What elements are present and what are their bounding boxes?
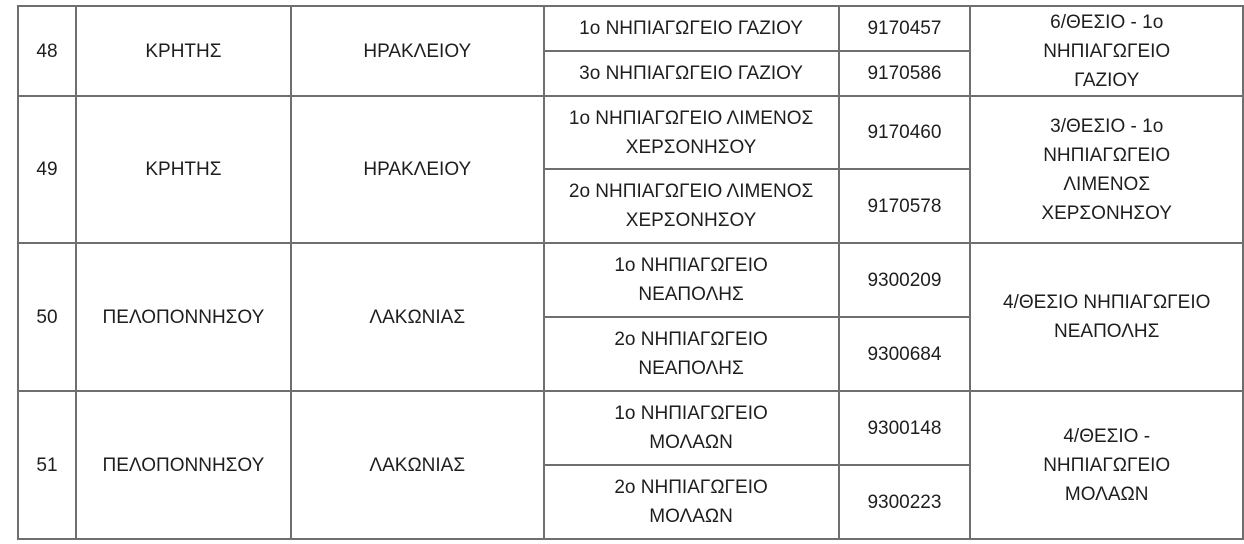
result-cell: 4/ΘΕΣΙΟ ΝΗΠΙΑΓΩΓΕΙΟ ΝΕΑΠΟΛΗΣ bbox=[969, 242, 1244, 392]
school-code-cell: 9300148 bbox=[837, 390, 972, 466]
region-cell: ΚΡΗΤΗΣ bbox=[74, 95, 292, 244]
prefecture-cell: ΛΑΚΩΝΙΑΣ bbox=[289, 242, 545, 392]
table-row: 48 ΚΡΗΤΗΣ ΗΡΑΚΛΕΙΟΥ 1ο ΝΗΠΙΑΓΩΓΕΙΟ ΓΑΖΙΟ… bbox=[17, 5, 1244, 97]
row-number: 48 bbox=[17, 5, 77, 97]
region-cell: ΠΕΛΟΠΟΝΝΗΣΟΥ bbox=[74, 242, 292, 392]
prefecture-cell: ΛΑΚΩΝΙΑΣ bbox=[289, 390, 545, 540]
school-name-cell: 2ο ΝΗΠΙΑΓΩΓΕΙΟ ΝΕΑΠΟΛΗΣ bbox=[542, 316, 840, 392]
prefecture-cell: ΗΡΑΚΛΕΙΟΥ bbox=[289, 95, 545, 244]
school-name-cell: 1ο ΝΗΠΙΑΓΩΓΕΙΟ ΜΟΛΑΩΝ bbox=[542, 390, 840, 466]
schools-merger-table: 48 ΚΡΗΤΗΣ ΗΡΑΚΛΕΙΟΥ 1ο ΝΗΠΙΑΓΩΓΕΙΟ ΓΑΖΙΟ… bbox=[17, 5, 1244, 540]
prefecture-cell: ΗΡΑΚΛΕΙΟΥ bbox=[289, 5, 545, 97]
result-cell: 4/ΘΕΣΙΟ - ΝΗΠΙΑΓΩΓΕΙΟ ΜΟΛΑΩΝ bbox=[969, 390, 1244, 540]
result-cell: 6/ΘΕΣΙΟ - 1ο ΝΗΠΙΑΓΩΓΕΙΟ ΓΑΖΙΟΥ bbox=[969, 5, 1244, 97]
school-name-cell: 2ο ΝΗΠΙΑΓΩΓΕΙΟ ΜΟΛΑΩΝ bbox=[542, 464, 840, 540]
school-name-cell: 2ο ΝΗΠΙΑΓΩΓΕΙΟ ΛΙΜΕΝΟΣ ΧΕΡΣΟΝΗΣΟΥ bbox=[542, 168, 840, 244]
school-code-cell: 9170460 bbox=[837, 95, 972, 170]
school-name-cell: 1ο ΝΗΠΙΑΓΩΓΕΙΟ ΓΑΖΙΟΥ bbox=[542, 5, 840, 52]
region-cell: ΠΕΛΟΠΟΝΝΗΣΟΥ bbox=[74, 390, 292, 540]
school-code-cell: 9300209 bbox=[837, 242, 972, 318]
row-number: 50 bbox=[17, 242, 77, 392]
school-code-cell: 9170586 bbox=[837, 50, 972, 97]
table-row: 2ο ΝΗΠΙΑΓΩΓΕΙΟ ΜΟΛΑΩΝ 9300223 bbox=[18, 464, 1243, 540]
table-row: 2ο ΝΗΠΙΑΓΩΓΕΙΟ ΝΕΑΠΟΛΗΣ 9300684 bbox=[18, 316, 1243, 392]
school-code-cell: 9300684 bbox=[837, 316, 972, 392]
table-row: 2ο ΝΗΠΙΑΓΩΓΕΙΟ ΛΙΜΕΝΟΣ ΧΕΡΣΟΝΗΣΟΥ 917057… bbox=[18, 168, 1243, 244]
table-row: 50 ΠΕΛΟΠΟΝΝΗΣΟΥ ΛΑΚΩΝΙΑΣ 1ο ΝΗΠΙΑΓΩΓΕΙΟ … bbox=[17, 242, 1244, 392]
row-number: 51 bbox=[17, 390, 77, 540]
table-row: 3ο ΝΗΠΙΑΓΩΓΕΙΟ ΓΑΖΙΟΥ 9170586 bbox=[18, 50, 1243, 97]
school-code-cell: 9300223 bbox=[837, 464, 972, 540]
school-code-cell: 9170578 bbox=[837, 168, 972, 244]
table-row: 51 ΠΕΛΟΠΟΝΝΗΣΟΥ ΛΑΚΩΝΙΑΣ 1ο ΝΗΠΙΑΓΩΓΕΙΟ … bbox=[17, 390, 1244, 540]
result-cell: 3/ΘΕΣΙΟ - 1ο ΝΗΠΙΑΓΩΓΕΙΟ ΛΙΜΕΝΟΣ ΧΕΡΣΟΝΗ… bbox=[969, 95, 1244, 244]
table-row: 49 ΚΡΗΤΗΣ ΗΡΑΚΛΕΙΟΥ 1ο ΝΗΠΙΑΓΩΓΕΙΟ ΛΙΜΕΝ… bbox=[17, 95, 1244, 244]
school-name-cell: 3ο ΝΗΠΙΑΓΩΓΕΙΟ ΓΑΖΙΟΥ bbox=[542, 50, 840, 97]
school-name-cell: 1ο ΝΗΠΙΑΓΩΓΕΙΟ ΝΕΑΠΟΛΗΣ bbox=[542, 242, 840, 318]
school-code-cell: 9170457 bbox=[837, 5, 972, 52]
region-cell: ΚΡΗΤΗΣ bbox=[74, 5, 292, 97]
school-name-cell: 1ο ΝΗΠΙΑΓΩΓΕΙΟ ΛΙΜΕΝΟΣ ΧΕΡΣΟΝΗΣΟΥ bbox=[542, 95, 840, 170]
row-number: 49 bbox=[17, 95, 77, 244]
